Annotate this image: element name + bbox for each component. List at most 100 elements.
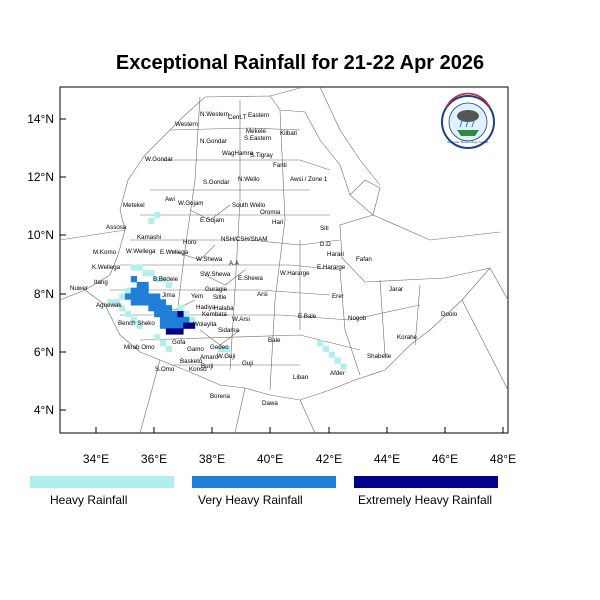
lat-tick-label: 4°N bbox=[34, 403, 54, 417]
zone-label: S.Eastern bbox=[244, 135, 272, 142]
rain-cell-heavy bbox=[322, 345, 330, 353]
admin-lines bbox=[110, 96, 421, 391]
neighbor-border-somaliland bbox=[372, 214, 501, 241]
rain-cell-heavy bbox=[130, 316, 137, 323]
zone-label: Siti bbox=[320, 225, 329, 232]
zone-label: W.Arsi bbox=[232, 316, 250, 323]
rain-cell-heavy bbox=[183, 311, 190, 318]
zone-label: Horo bbox=[183, 239, 197, 246]
zone-label: Nogob bbox=[348, 315, 367, 322]
zone-label: Korahe bbox=[397, 334, 418, 341]
zone-label: E.Hararge bbox=[317, 264, 346, 271]
legend-swatch-very-heavy bbox=[192, 476, 336, 488]
rain-cell-very bbox=[142, 287, 149, 294]
neighbor-border-kenya bbox=[234, 387, 316, 434]
zone-label: Borena bbox=[210, 393, 231, 400]
rain-cell-heavy bbox=[154, 212, 161, 219]
lon-tick-label: 40°E bbox=[257, 452, 283, 466]
rain-cell-very bbox=[154, 299, 161, 306]
rain-cell-very bbox=[159, 316, 167, 323]
zone-label: Arsi bbox=[257, 291, 268, 298]
rain-cell-extreme bbox=[189, 322, 196, 329]
rain-cell-heavy bbox=[340, 363, 347, 370]
rain-cell-very bbox=[154, 293, 161, 300]
zone-label: K.Wellega bbox=[92, 264, 121, 271]
zone-label: Eastern bbox=[248, 112, 270, 119]
zone-label: S.Tigray bbox=[250, 152, 274, 159]
legend-label-heavy: Heavy Rainfall bbox=[50, 493, 128, 507]
rain-cell-heavy bbox=[165, 345, 172, 353]
zone-label: Western bbox=[175, 121, 198, 128]
zone-label: W.Gojam bbox=[178, 200, 203, 207]
zone-label: Kembata bbox=[202, 311, 227, 318]
zone-label: E.Shewa bbox=[238, 275, 263, 282]
lat-tick-label: 8°N bbox=[34, 287, 54, 301]
zone-label: Agnewak bbox=[96, 302, 122, 309]
rain-cell-extreme bbox=[177, 311, 184, 318]
rain-cell-very bbox=[130, 287, 137, 294]
lon-tick-label: 48°E bbox=[490, 452, 516, 466]
rain-cell-very bbox=[159, 311, 167, 318]
zone-label: Oromia bbox=[260, 209, 281, 216]
zone-label: W.Guji bbox=[217, 353, 235, 360]
rain-cell-very bbox=[130, 299, 137, 306]
rain-cell-heavy bbox=[125, 311, 132, 318]
zone-label: N.Western bbox=[200, 111, 230, 118]
rainfall-layer bbox=[107, 212, 347, 370]
rain-cell-very bbox=[130, 293, 137, 300]
coastline bbox=[319, 86, 381, 186]
zone-label: Kamashi bbox=[137, 234, 161, 241]
rain-cell-very bbox=[159, 322, 167, 329]
rain-cell-heavy bbox=[154, 334, 161, 341]
ethiopia-outline bbox=[84, 95, 491, 401]
rain-cell-heavy bbox=[218, 345, 225, 353]
logo-caption: Ethiopian Meteorology Institute bbox=[447, 140, 489, 144]
rain-cell-very bbox=[171, 311, 178, 318]
rain-cell-very bbox=[159, 305, 167, 312]
rain-cell-extreme bbox=[171, 328, 178, 335]
zone-label: Doolo bbox=[441, 311, 458, 318]
zone-label: Kilbati bbox=[280, 130, 297, 137]
rain-cell-very bbox=[165, 305, 172, 312]
zone-label: Bale bbox=[268, 337, 281, 344]
rain-cell-very bbox=[171, 322, 178, 329]
lon-tick-label: 38°E bbox=[199, 452, 225, 466]
zone-label: W.Shewa bbox=[196, 256, 223, 263]
rain-cell-very bbox=[177, 316, 184, 323]
neighbor-border-somalia bbox=[461, 267, 509, 391]
zone-label: E.Wellega bbox=[160, 249, 189, 256]
zone-label: Bench Sheko bbox=[118, 320, 155, 327]
rain-cell-heavy bbox=[189, 316, 196, 323]
map-title: Exceptional Rainfall for 21-22 Apr 2026 bbox=[115, 52, 485, 74]
zone-label: Afder bbox=[330, 370, 345, 377]
lon-tick-label: 36°E bbox=[141, 452, 167, 466]
zone-label: South Wello bbox=[232, 202, 266, 209]
rain-cell-heavy bbox=[142, 270, 149, 277]
lon-tick-label: 34°E bbox=[83, 452, 109, 466]
rain-cell-heavy bbox=[148, 270, 155, 277]
zone-label: Hadiya bbox=[196, 304, 216, 311]
zone-label: Hari bbox=[272, 219, 283, 226]
rain-cell-heavy bbox=[328, 351, 335, 358]
rain-cell-very bbox=[142, 281, 149, 289]
zone-label: Dawa bbox=[262, 400, 278, 407]
zone-label: Sidama bbox=[218, 327, 240, 334]
zone-label: N.Wello bbox=[238, 176, 260, 183]
zone-label: Basketo bbox=[180, 358, 203, 365]
legend-swatch-extreme bbox=[354, 476, 498, 488]
rain-cell-very bbox=[125, 293, 132, 300]
rain-cell-very bbox=[148, 293, 155, 300]
rain-cell-extreme bbox=[177, 328, 184, 335]
zone-label: Guragie bbox=[205, 286, 228, 293]
zone-label: Awi bbox=[165, 196, 175, 203]
rain-cell-heavy bbox=[107, 299, 114, 306]
neighbor-border-ssudan bbox=[139, 359, 161, 434]
zone-label: Mirab Omo bbox=[124, 344, 155, 351]
rain-cell-very bbox=[142, 293, 149, 300]
zone-label: Itang bbox=[94, 279, 108, 286]
rain-cell-very bbox=[165, 322, 172, 329]
lat-tick-label: 14°N bbox=[27, 112, 54, 126]
neighbor-border-djibouti bbox=[349, 179, 381, 216]
